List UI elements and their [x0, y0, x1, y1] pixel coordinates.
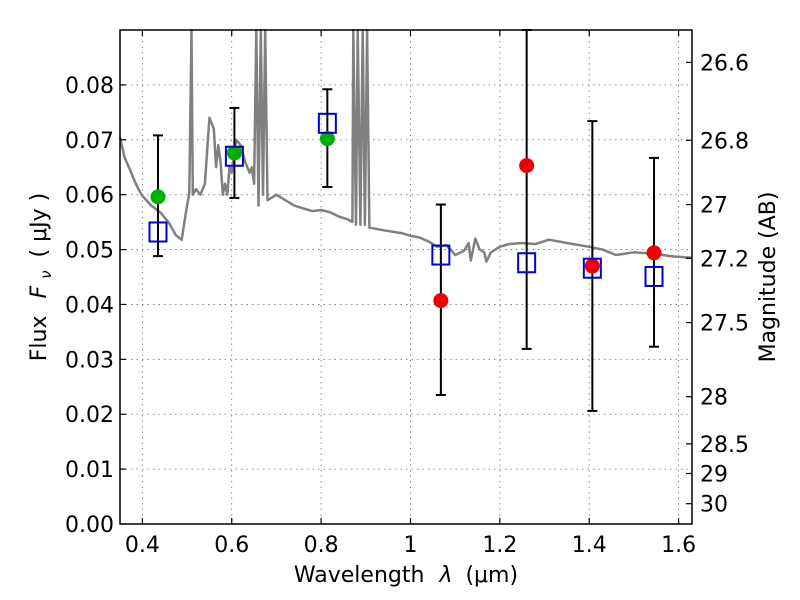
observed-flux-point: [646, 245, 662, 261]
model-photometry-marker: [148, 221, 168, 243]
y-axis-label: Flux F ν ( μJy ): [27, 193, 57, 361]
model-photometry-marker: [582, 257, 602, 279]
model-photometry-marker: [644, 265, 664, 287]
data-markers: [148, 112, 664, 309]
x-tick-label: 1.4: [572, 533, 607, 558]
error-bars: [152, 29, 660, 412]
plot-frame: [119, 29, 693, 525]
ticks: 0.4 0.6 0.8 1 1.2 1.4 1.6 0.00 0.01 0.02 0.03 0.04 0…: [65, 30, 749, 558]
y2-axis-label: Magnitude (AB): [756, 192, 781, 363]
y-tick-label: 0.07: [65, 129, 114, 154]
observed-flux-point: [519, 158, 535, 174]
x-tick-label: 0.6: [214, 533, 249, 558]
model-layer: [118, 28, 693, 263]
x-tick-label: 1.6: [661, 533, 696, 558]
x-tick-label: 1: [403, 533, 417, 558]
y-tick-label: 0.08: [65, 74, 114, 99]
mag-tick-label: 27.5: [700, 312, 749, 337]
y-axis-unit: ( μJy ): [27, 193, 52, 258]
model-photometry-marker: [224, 145, 244, 167]
x-axis-label: Wavelength λ (μm): [294, 563, 518, 588]
y-tick-label: 0.06: [65, 184, 114, 209]
observed-flux-point: [319, 131, 335, 147]
x-tick-label: 0.8: [304, 533, 339, 558]
y-axis-subscript: ν: [37, 270, 55, 278]
x-axis-label-text: Wavelength: [294, 563, 425, 588]
y-tick-label: 0.01: [65, 458, 114, 483]
model-photometry-marker: [317, 112, 337, 134]
mag-tick-label: 28.5: [700, 433, 749, 458]
observed-flux-point: [584, 258, 600, 274]
x-tick-label: 1.2: [482, 533, 517, 558]
observed-flux-point: [226, 145, 242, 161]
observed-flux-point: [150, 189, 166, 205]
mag-tick-label: 30: [700, 493, 728, 518]
grid: [120, 30, 692, 525]
mag-tick-label: 29: [700, 463, 728, 488]
model-photometry-marker: [431, 244, 451, 266]
mag-tick-label: 26.8: [700, 129, 749, 154]
y-axis-label-text: Flux: [27, 315, 52, 361]
mag-tick-label: 27: [700, 194, 728, 219]
model-photometry-marker: [517, 252, 537, 274]
observed-flux-point: [433, 293, 449, 309]
y-tick-label: 0.04: [65, 293, 114, 318]
mag-tick-label: 28: [700, 386, 728, 411]
x-axis-unit: (μm): [465, 563, 518, 588]
y-tick-label: 0.02: [65, 403, 114, 428]
model-spectrum-line: [118, 28, 693, 263]
y-tick-label: 0.00: [65, 513, 114, 538]
x-tick-label: 0.4: [125, 533, 160, 558]
y-tick-label: 0.05: [65, 239, 114, 264]
x-axis-symbol: λ: [438, 563, 452, 588]
mag-tick-label: 27.2: [700, 247, 749, 272]
y-tick-label: 0.03: [65, 348, 114, 373]
y-axis-symbol: F: [27, 285, 52, 298]
mag-tick-label: 26.6: [700, 51, 749, 76]
